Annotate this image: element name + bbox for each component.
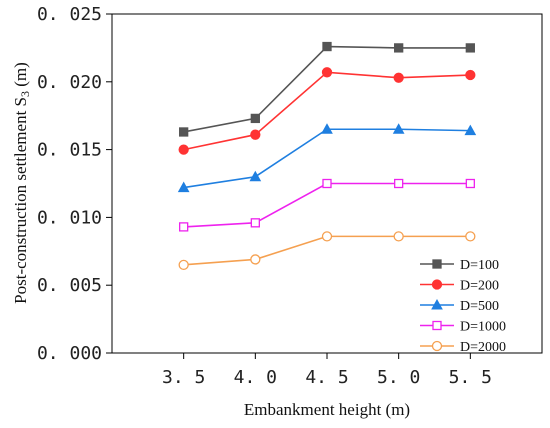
data-point xyxy=(250,218,260,228)
data-point xyxy=(465,231,476,242)
data-point xyxy=(178,144,189,155)
legend-label: D=2000 xyxy=(460,340,506,355)
data-point xyxy=(178,259,189,271)
legend-label: D=1000 xyxy=(460,320,506,335)
legend-swatch-marker xyxy=(431,279,443,290)
legend-item: D=1000 xyxy=(420,320,506,335)
series-d-100 xyxy=(179,41,475,137)
series-line xyxy=(183,71,471,151)
x-tick-label: 4. 5 xyxy=(305,367,348,388)
y-tick-label: 0. 000 xyxy=(37,343,102,364)
y-axis-title: Post-construction settlement S3 (m) xyxy=(11,62,32,304)
data-point xyxy=(321,67,333,78)
legend: D=100 D=200 D=500 D=1000 D=2000 xyxy=(420,258,506,355)
y-axis-title-suffix: (m) xyxy=(11,62,30,91)
data-point xyxy=(465,69,476,81)
y-axis-title-subscript: 3 xyxy=(18,91,32,97)
data-point xyxy=(179,127,189,137)
data-point xyxy=(393,72,404,83)
series-line xyxy=(183,182,471,228)
data-point xyxy=(464,124,477,136)
data-point xyxy=(322,41,332,52)
series-line xyxy=(183,45,471,133)
legend-swatch-marker xyxy=(431,298,443,310)
legend-swatch-marker xyxy=(432,320,442,331)
legend-item: D=200 xyxy=(420,279,499,294)
data-point xyxy=(179,222,189,232)
legend-swatch-marker xyxy=(431,340,443,352)
data-point xyxy=(394,178,404,189)
data-point xyxy=(465,43,475,53)
svg-text:Post-construction settlement S: Post-construction settlement S3 (m) xyxy=(11,62,32,304)
data-point xyxy=(393,231,404,242)
data-point xyxy=(249,170,262,182)
series-d-1000 xyxy=(179,178,475,232)
y-tick-label: 0. 015 xyxy=(37,140,102,161)
axis-ticks: 0. 000 0. 005 0. 010 0. 015 0. 020 0. 025 3. 5… xyxy=(37,4,492,388)
y-tick-label: 0. 020 xyxy=(37,72,102,93)
legend-label: D=100 xyxy=(460,258,499,273)
legend-label: D=200 xyxy=(460,279,499,294)
x-tick-label: 5. 0 xyxy=(377,367,420,388)
data-point xyxy=(392,123,405,134)
legend-swatch-marker xyxy=(432,259,442,269)
legend-item: D=100 xyxy=(420,258,499,273)
data-point xyxy=(177,181,190,193)
data-point xyxy=(250,129,261,140)
data-point xyxy=(321,123,333,134)
y-tick-label: 0. 025 xyxy=(37,4,102,25)
data-point xyxy=(250,113,260,124)
legend-item: D=500 xyxy=(420,298,499,314)
series-d-500 xyxy=(177,123,477,193)
series-d-2000 xyxy=(178,231,476,271)
x-tick-label: 3. 5 xyxy=(162,367,205,388)
series-layer xyxy=(177,41,477,271)
y-tick-label: 0. 010 xyxy=(37,207,102,228)
x-tick-label: 4. 0 xyxy=(234,367,277,388)
data-point xyxy=(465,178,475,189)
data-point xyxy=(250,254,261,265)
legend-label: D=500 xyxy=(460,299,499,314)
y-axis-title-text: Post-construction settlement S xyxy=(11,97,30,304)
y-tick-label: 0. 005 xyxy=(37,275,102,296)
series-d-200 xyxy=(178,67,476,155)
x-tick-label: 5. 5 xyxy=(449,367,492,388)
legend-item: D=2000 xyxy=(420,340,506,355)
data-point xyxy=(322,178,332,189)
x-axis-title: Embankment height (m) xyxy=(244,400,410,419)
series-line xyxy=(183,128,471,189)
data-point xyxy=(321,231,333,242)
data-point xyxy=(394,43,404,53)
